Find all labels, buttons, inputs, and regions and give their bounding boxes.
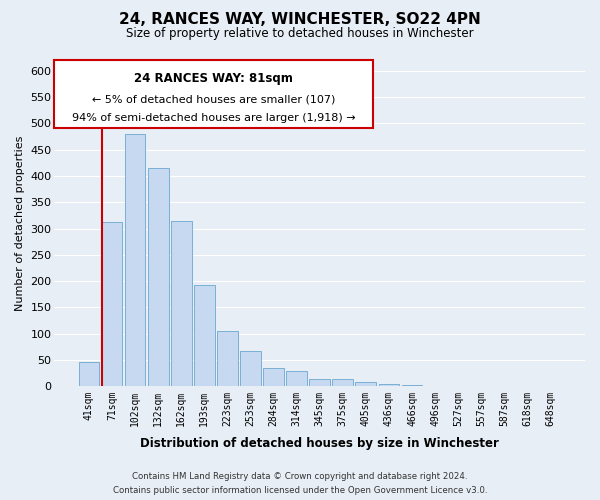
Text: 94% of semi-detached houses are larger (1,918) →: 94% of semi-detached houses are larger (… bbox=[72, 114, 355, 124]
Text: Size of property relative to detached houses in Winchester: Size of property relative to detached ho… bbox=[126, 28, 474, 40]
Bar bbox=[310, 379, 330, 386]
Bar bbox=[101, 222, 122, 386]
Bar bbox=[240, 350, 261, 386]
Bar bbox=[217, 331, 238, 386]
X-axis label: Distribution of detached houses by size in Winchester: Distribution of detached houses by size … bbox=[140, 437, 499, 450]
Bar bbox=[355, 382, 376, 386]
Bar bbox=[263, 368, 284, 386]
Bar bbox=[286, 370, 307, 386]
Text: 24, RANCES WAY, WINCHESTER, SO22 4PN: 24, RANCES WAY, WINCHESTER, SO22 4PN bbox=[119, 12, 481, 28]
Y-axis label: Number of detached properties: Number of detached properties bbox=[15, 136, 25, 311]
Text: ← 5% of detached houses are smaller (107): ← 5% of detached houses are smaller (107… bbox=[92, 94, 335, 104]
Text: Contains public sector information licensed under the Open Government Licence v3: Contains public sector information licen… bbox=[113, 486, 487, 495]
Text: 24 RANCES WAY: 81sqm: 24 RANCES WAY: 81sqm bbox=[134, 72, 293, 86]
Bar bbox=[79, 362, 100, 386]
Bar bbox=[379, 384, 400, 386]
Bar bbox=[148, 168, 169, 386]
Bar bbox=[332, 378, 353, 386]
Bar bbox=[125, 134, 145, 386]
Bar bbox=[171, 220, 191, 386]
Text: Contains HM Land Registry data © Crown copyright and database right 2024.: Contains HM Land Registry data © Crown c… bbox=[132, 472, 468, 481]
Bar bbox=[194, 286, 215, 386]
